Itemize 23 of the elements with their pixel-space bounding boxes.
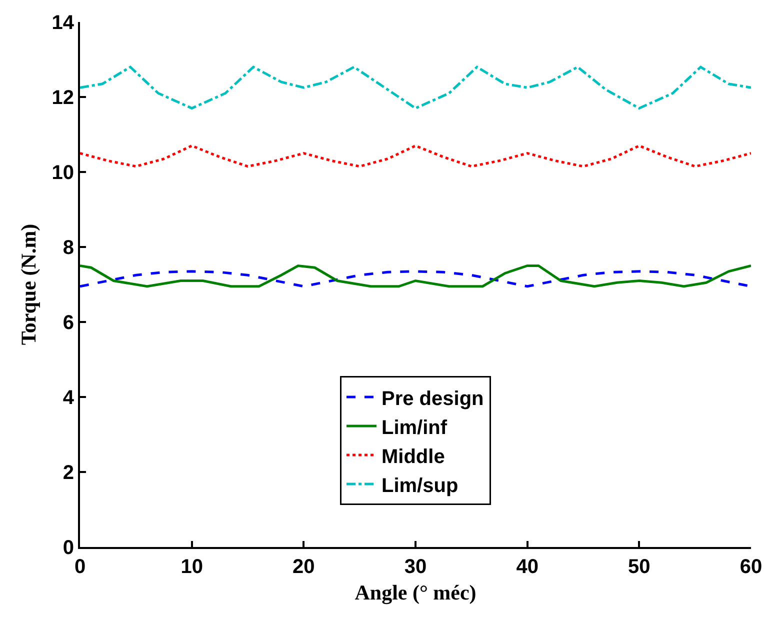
y-tick-label: 4 — [62, 387, 75, 409]
x-tick-label: 20 — [292, 556, 315, 578]
y-tick-label: 8 — [62, 237, 74, 259]
legend-label: Middle — [382, 446, 445, 468]
x-tick-label: 30 — [404, 556, 427, 578]
x-tick-label: 40 — [516, 556, 538, 578]
y-tick-label: 14 — [52, 12, 75, 34]
x-tick-label: 60 — [740, 556, 762, 578]
line-series — [80, 264, 751, 288]
x-axis-title: Angle (° méc) — [354, 580, 476, 605]
y-tick-label: 10 — [52, 162, 74, 184]
x-tick-label: 50 — [628, 556, 650, 578]
legend-label: Lim/inf — [382, 416, 448, 439]
y-tick-label: 2 — [62, 462, 74, 484]
x-tick-label: 10 — [180, 556, 203, 578]
y-tick-label: 12 — [52, 87, 74, 109]
legend-label: Lim/sup — [382, 474, 458, 497]
y-tick-label: 6 — [62, 312, 74, 334]
y-axis-title: Torque (N.m) — [16, 224, 40, 346]
line-series — [80, 66, 751, 110]
legend-label: Pre design — [382, 388, 484, 410]
line-series — [80, 144, 751, 168]
y-tick-label: 0 — [62, 537, 74, 559]
